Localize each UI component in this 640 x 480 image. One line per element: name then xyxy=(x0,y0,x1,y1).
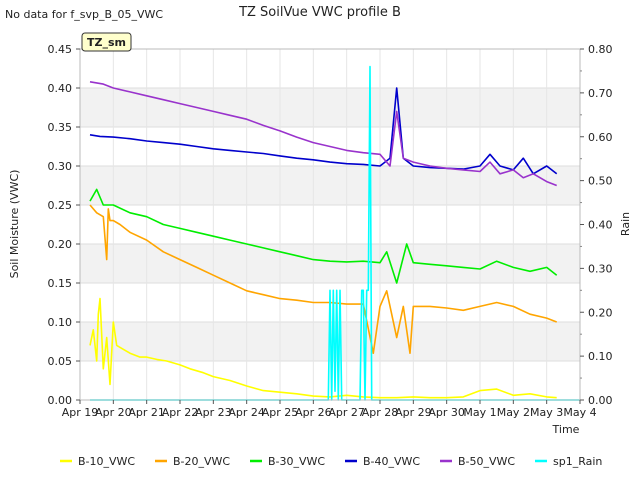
series-line-b-10-vwc xyxy=(89,297,557,399)
y-axis-left: 0.00 0.05 0.10 0.15 0.20 0.25 0.30 0.35 0.40 0.45 xyxy=(48,43,80,407)
x-tick-label: Apr 26 xyxy=(295,406,332,419)
y-axis-right-label: Rain xyxy=(619,212,632,236)
legend-label: B-30_VWC xyxy=(268,455,325,468)
site-badge-label: TZ_sm xyxy=(87,36,126,49)
legend-label: B-10_VWC xyxy=(78,455,135,468)
y-tick-right-label: 0.30 xyxy=(588,262,613,275)
y-tick-left-label: 0.05 xyxy=(48,355,73,368)
y-tick-left-label: 0.10 xyxy=(48,316,73,329)
series-line-b-40-vwc xyxy=(89,87,558,175)
legend-label: B-50_VWC xyxy=(458,455,515,468)
x-tick-label: Apr 29 xyxy=(395,406,432,419)
y-tick-left-label: 0.30 xyxy=(48,160,73,173)
plot-band xyxy=(80,88,580,127)
y-tick-left-label: 0.40 xyxy=(48,82,73,95)
y-tick-right-label: 0.50 xyxy=(588,175,613,188)
y-tick-left-label: 0.15 xyxy=(48,277,73,290)
x-tick-label: Apr 25 xyxy=(262,406,299,419)
legend: B-10_VWC B-20_VWC B-30_VWC B-40_VWC B-50_VWC… xyxy=(60,455,602,468)
y-tick-right-label: 0.00 xyxy=(588,394,613,407)
y-tick-right-label: 0.80 xyxy=(588,43,613,56)
x-axis-label: Time xyxy=(552,423,580,436)
x-tick-label: Apr 27 xyxy=(328,406,365,419)
plot-band xyxy=(80,166,580,205)
y-tick-right-label: 0.70 xyxy=(588,87,613,100)
legend-label: B-40_VWC xyxy=(363,455,420,468)
legend-label: B-20_VWC xyxy=(173,455,230,468)
x-tick-label: May 1 xyxy=(463,406,496,419)
x-tick-label: Apr 20 xyxy=(95,406,132,419)
y-tick-right-label: 0.60 xyxy=(588,131,613,144)
y-tick-right-label: 0.20 xyxy=(588,306,613,319)
x-tick-label: May 3 xyxy=(530,406,563,419)
y-tick-left-label: 0.20 xyxy=(48,238,73,251)
y-axis-left-label: Soil Moisture (VWC) xyxy=(8,170,21,279)
x-tick-label: Apr 22 xyxy=(162,406,199,419)
site-badge: TZ_sm xyxy=(81,32,132,52)
legend-label: sp1_Rain xyxy=(553,455,602,468)
series-line-b-50-vwc xyxy=(89,81,557,187)
y-tick-left-label: 0.25 xyxy=(48,199,73,212)
x-tick-label: May 2 xyxy=(497,406,530,419)
y-tick-left-label: 0.00 xyxy=(48,394,73,407)
series-line-b-20-vwc xyxy=(89,204,557,354)
plot-band xyxy=(80,244,580,283)
x-tick-label: Apr 21 xyxy=(128,406,165,419)
chart-title: TZ SoilVue VWC profile B xyxy=(238,5,401,20)
y-tick-left-label: 0.45 xyxy=(48,43,73,56)
x-tick-label: May 4 xyxy=(563,406,596,419)
y-tick-left-label: 0.35 xyxy=(48,121,73,134)
series-line-b-30-vwc xyxy=(89,188,558,284)
x-tick-label: Apr 24 xyxy=(228,406,265,419)
y-tick-right-label: 0.10 xyxy=(588,350,613,363)
y-tick-right-label: 0.40 xyxy=(588,219,613,232)
no-data-note: No data for f_svp_B_05_VWC xyxy=(5,8,163,21)
x-tick-label: Apr 23 xyxy=(195,406,232,419)
x-tick-label: Apr 28 xyxy=(362,406,399,419)
x-tick-label: Apr 19 xyxy=(62,406,99,419)
x-tick-label: Apr 30 xyxy=(428,406,465,419)
y-axis-right: 0.00 0.10 0.20 0.30 0.40 0.50 0.60 0.70 0.80 xyxy=(580,43,613,407)
